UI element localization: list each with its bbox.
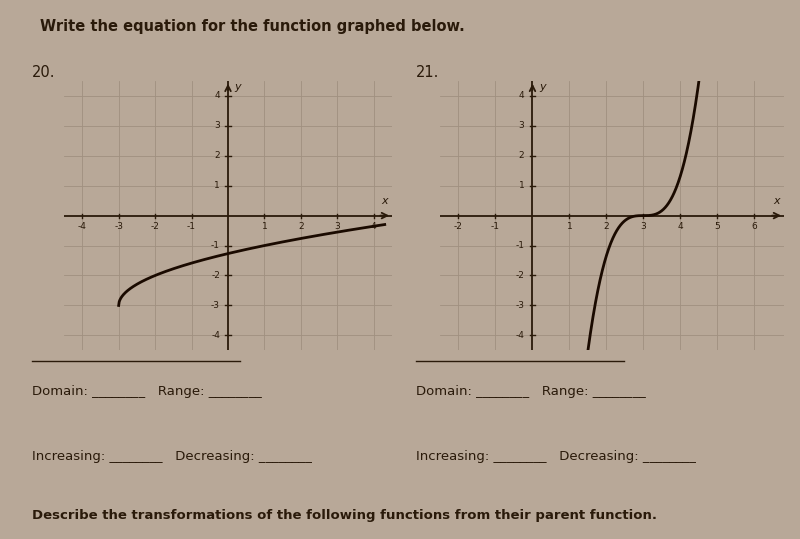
Text: Write the equation for the function graphed below.: Write the equation for the function grap…: [40, 19, 465, 34]
Text: -1: -1: [491, 222, 500, 231]
Text: x: x: [382, 196, 388, 206]
Text: y: y: [234, 82, 241, 92]
Text: Domain: ________   Range: ________: Domain: ________ Range: ________: [416, 385, 646, 398]
Text: -2: -2: [454, 222, 463, 231]
Text: 4: 4: [678, 222, 683, 231]
Text: y: y: [539, 82, 546, 92]
Text: 1: 1: [214, 181, 220, 190]
Text: 6: 6: [751, 222, 758, 231]
Text: 3: 3: [214, 121, 220, 130]
Text: -4: -4: [78, 222, 86, 231]
Text: -1: -1: [515, 241, 524, 250]
Text: -2: -2: [515, 271, 524, 280]
Text: -4: -4: [211, 331, 220, 340]
Text: 1: 1: [262, 222, 267, 231]
Text: 3: 3: [334, 222, 340, 231]
Text: -3: -3: [515, 301, 524, 310]
Text: -2: -2: [150, 222, 159, 231]
Text: -4: -4: [515, 331, 524, 340]
Text: 2: 2: [518, 151, 524, 160]
Text: 4: 4: [371, 222, 377, 231]
Text: -1: -1: [187, 222, 196, 231]
Text: 3: 3: [641, 222, 646, 231]
Text: Increasing: ________   Decreasing: ________: Increasing: ________ Decreasing: _______…: [32, 450, 312, 463]
Text: Describe the transformations of the following functions from their parent functi: Describe the transformations of the foll…: [32, 509, 657, 522]
Text: 4: 4: [518, 91, 524, 100]
Text: -1: -1: [211, 241, 220, 250]
Text: -3: -3: [114, 222, 123, 231]
Text: Increasing: ________   Decreasing: ________: Increasing: ________ Decreasing: _______…: [416, 450, 696, 463]
Text: x: x: [774, 196, 780, 206]
Text: 3: 3: [518, 121, 524, 130]
Text: 2: 2: [604, 222, 610, 231]
Text: 20.: 20.: [32, 65, 55, 80]
Text: 2: 2: [214, 151, 220, 160]
Text: 1: 1: [566, 222, 572, 231]
Text: 1: 1: [518, 181, 524, 190]
Text: 2: 2: [298, 222, 304, 231]
Text: 4: 4: [214, 91, 220, 100]
Text: Domain: ________   Range: ________: Domain: ________ Range: ________: [32, 385, 262, 398]
Text: -2: -2: [211, 271, 220, 280]
Text: 21.: 21.: [416, 65, 439, 80]
Text: -3: -3: [211, 301, 220, 310]
Text: 5: 5: [714, 222, 720, 231]
